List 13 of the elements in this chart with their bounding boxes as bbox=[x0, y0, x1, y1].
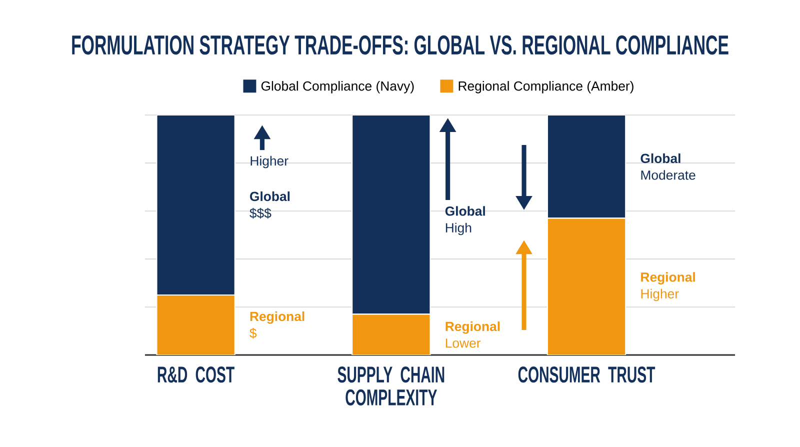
annotation: Regional Lower bbox=[446, 321, 500, 348]
legend-label: Global Compliance (Navy) bbox=[261, 81, 414, 94]
annotation: Global Moderate bbox=[640, 153, 696, 180]
x-tick-label: CONSUMER TRUST bbox=[518, 366, 656, 383]
chart-title: FORMULATION STRATEGY TRADE-OFFS: GLOBAL VS. REGIONAL COMPLIANCE bbox=[72, 35, 728, 55]
annotation: Higher bbox=[250, 156, 288, 168]
annotation: Global $$$ bbox=[250, 191, 290, 219]
x-tick-label: SUPPLY CHAIN COMPLEXITY bbox=[338, 366, 444, 406]
x-tick-label: R&D COST bbox=[158, 366, 234, 383]
legend-label: Regional Compliance (Amber) bbox=[458, 81, 634, 94]
annotation: Global High bbox=[445, 206, 485, 236]
annotation: Regional Higher bbox=[641, 272, 695, 302]
annotation: Regional $ bbox=[250, 311, 304, 339]
